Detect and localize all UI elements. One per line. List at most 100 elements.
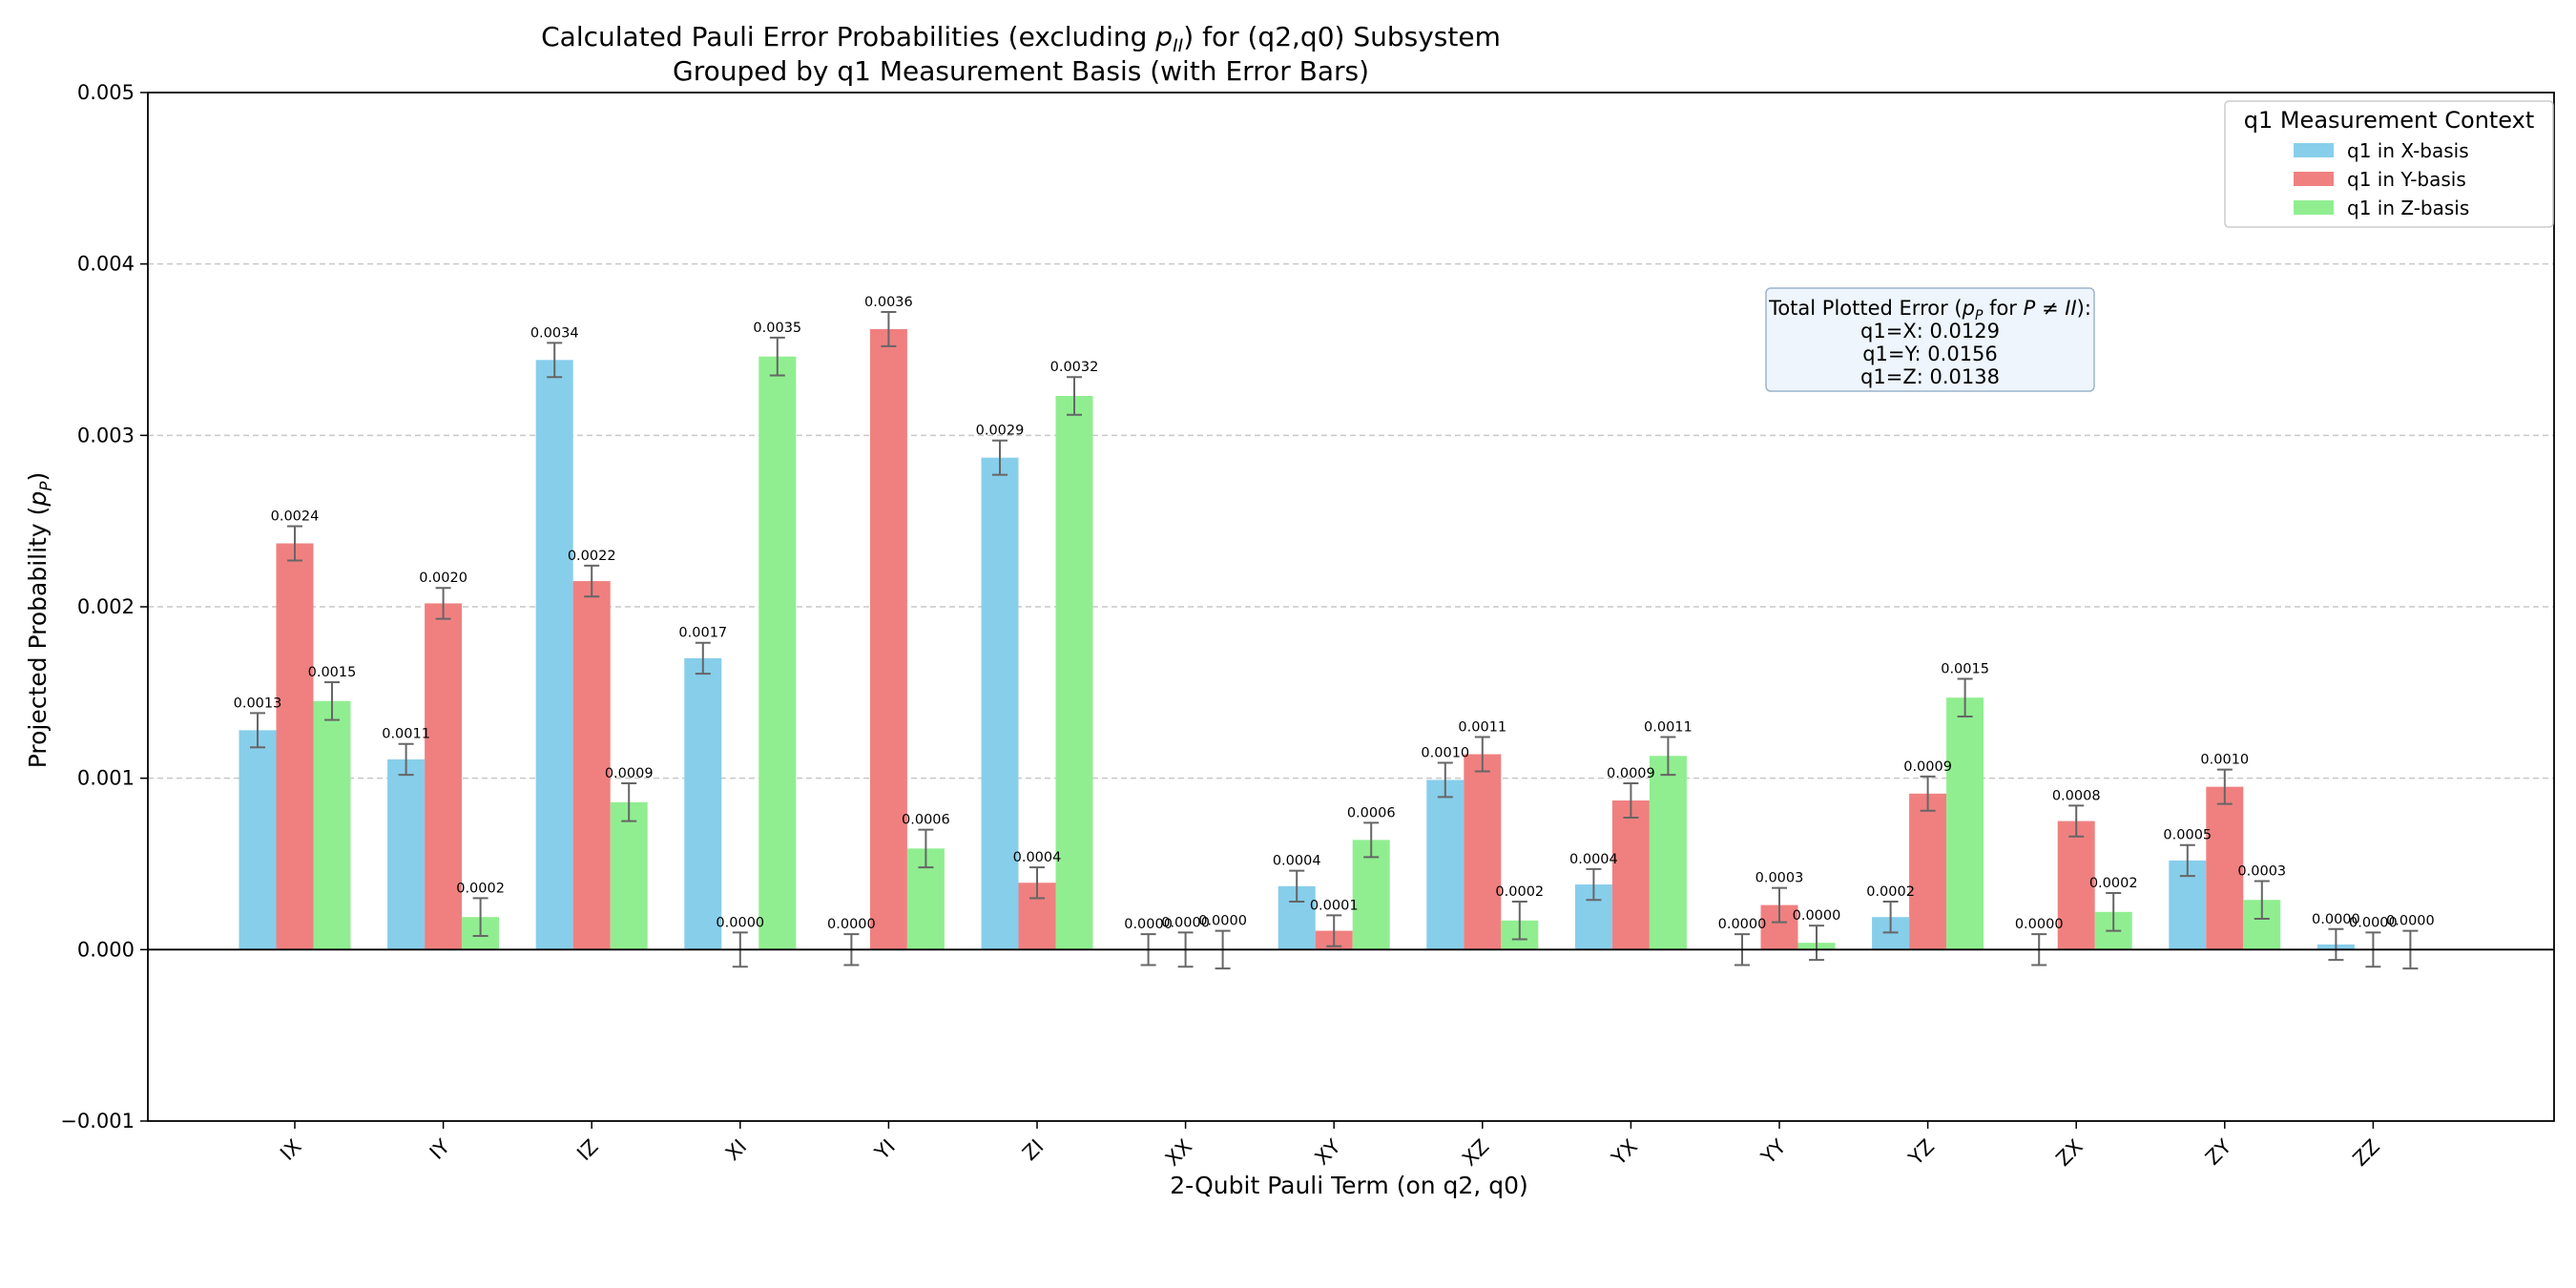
error-bar xyxy=(547,342,563,379)
data-label: 0.0002 xyxy=(456,881,505,896)
y-tick-label: −0.001 xyxy=(60,1110,135,1132)
bar xyxy=(1464,754,1502,950)
error-bar xyxy=(1920,775,1936,812)
data-label: 0.0000 xyxy=(1198,914,1247,929)
error-bar xyxy=(584,564,600,598)
data-label: 0.0010 xyxy=(1421,745,1469,760)
bar xyxy=(684,657,722,950)
data-label: 0.0000 xyxy=(2312,912,2360,927)
y-tick-label: 0.002 xyxy=(77,595,135,618)
data-label: 0.0029 xyxy=(976,424,1025,439)
bar xyxy=(572,581,611,950)
chart-subtitle: Grouped by q1 Measurement Basis (with Er… xyxy=(673,55,1369,87)
data-label: 0.0011 xyxy=(1644,720,1693,736)
data-label: 0.0004 xyxy=(1569,852,1618,867)
error-bar xyxy=(1029,866,1045,900)
legend: q1 Measurement Context q1 in X-basis q1 i… xyxy=(2224,100,2554,228)
data-label: 0.0006 xyxy=(902,813,950,828)
bar xyxy=(1611,800,1650,950)
data-label: 0.0003 xyxy=(1755,871,1804,886)
error-bar xyxy=(1660,736,1676,777)
annotation-heading: Total Plotted Error (pP for P ≠ II): xyxy=(1768,297,2091,323)
bar xyxy=(1946,697,1984,950)
legend-box xyxy=(2224,100,2554,228)
y-tick-label: 0.000 xyxy=(77,938,135,961)
error-bar xyxy=(1882,901,1899,934)
y-tick-label: 0.004 xyxy=(77,253,135,276)
error-bar xyxy=(1772,886,1787,924)
bar xyxy=(758,356,797,950)
bar xyxy=(869,328,907,950)
error-bar xyxy=(1474,736,1490,773)
bar xyxy=(535,360,573,950)
y-axis-label: Projected Probability (pP) xyxy=(24,472,56,769)
error-bar xyxy=(2254,880,2270,920)
data-label: 0.0011 xyxy=(382,727,430,742)
error-bar xyxy=(1289,869,1305,904)
data-label: 0.0000 xyxy=(827,917,876,932)
error-bar xyxy=(1623,782,1639,819)
error-bar xyxy=(1957,677,1973,717)
data-label: 0.0009 xyxy=(605,766,654,781)
data-label: 0.0010 xyxy=(2200,753,2249,768)
bar xyxy=(387,758,426,950)
error-bar xyxy=(2106,892,2122,932)
data-label: 0.0032 xyxy=(1050,360,1099,375)
annotation-line-y: q1=Y: 0.0156 xyxy=(1862,343,1998,365)
data-label: 0.0000 xyxy=(2349,915,2398,930)
y-tick-label: 0.005 xyxy=(77,81,135,104)
data-labels: 0.0013 0.0011 0.0034 0.0017 0.0000 0.0029 0.00… xyxy=(234,295,2435,932)
bar xyxy=(2206,786,2244,950)
bar xyxy=(1352,840,1390,950)
error-bar xyxy=(1067,376,1082,416)
error-bar xyxy=(1437,761,1453,799)
data-label: 0.0011 xyxy=(1458,720,1506,736)
annotation-line-z: q1=Z: 0.0138 xyxy=(1860,365,2000,388)
error-bar xyxy=(1326,914,1342,947)
data-label: 0.0000 xyxy=(2015,917,2064,932)
data-label: 0.0000 xyxy=(1793,908,1841,924)
legend-swatch xyxy=(2294,143,2334,157)
data-label: 0.0036 xyxy=(864,295,913,310)
data-label: 0.0035 xyxy=(753,321,801,336)
error-bar xyxy=(2328,927,2344,962)
data-label: 0.0020 xyxy=(419,571,467,586)
error-bar xyxy=(769,336,785,377)
bar xyxy=(276,543,314,950)
error-bar xyxy=(621,782,637,822)
bar xyxy=(981,457,1019,950)
data-label: 0.0003 xyxy=(2237,863,2286,879)
error-bar xyxy=(287,525,302,562)
data-label: 0.0004 xyxy=(1013,850,1062,865)
data-label: 0.0008 xyxy=(2052,788,2101,803)
error-bar xyxy=(1809,924,1824,962)
data-label: 0.0002 xyxy=(1866,884,1915,900)
data-label: 0.0004 xyxy=(1273,854,1321,869)
error-bar xyxy=(2216,768,2233,805)
data-label: 0.0000 xyxy=(1718,917,1767,932)
chart-title: Calculated Pauli Error Probabilities (ex… xyxy=(541,21,1501,56)
error-bar xyxy=(1586,867,1602,902)
data-label: 0.0015 xyxy=(308,665,357,680)
data-label: 0.0022 xyxy=(568,549,616,564)
data-label: 0.0024 xyxy=(271,509,320,525)
x-axis-label: 2-Qubit Pauli Term (on q2, q0) xyxy=(1170,1172,1527,1199)
data-label: 0.0009 xyxy=(1607,766,1655,781)
y-tick-label: 0.001 xyxy=(77,767,135,790)
data-label: 0.0002 xyxy=(1495,884,1544,900)
legend-title: q1 Measurement Context xyxy=(2244,107,2535,134)
legend-label: q1 in Z-basis xyxy=(2347,197,2469,219)
error-bars xyxy=(250,310,2419,970)
y-tick-label: 0.003 xyxy=(77,424,135,447)
data-label: 0.0000 xyxy=(2386,914,2435,929)
bar xyxy=(610,801,648,950)
bar xyxy=(1909,793,1947,950)
bar xyxy=(425,603,463,950)
bars xyxy=(239,328,2429,950)
legend-label: q1 in X-basis xyxy=(2347,139,2469,162)
data-label: 0.0013 xyxy=(234,696,282,711)
error-bar xyxy=(1511,901,1527,941)
data-label: 0.0034 xyxy=(530,325,579,341)
